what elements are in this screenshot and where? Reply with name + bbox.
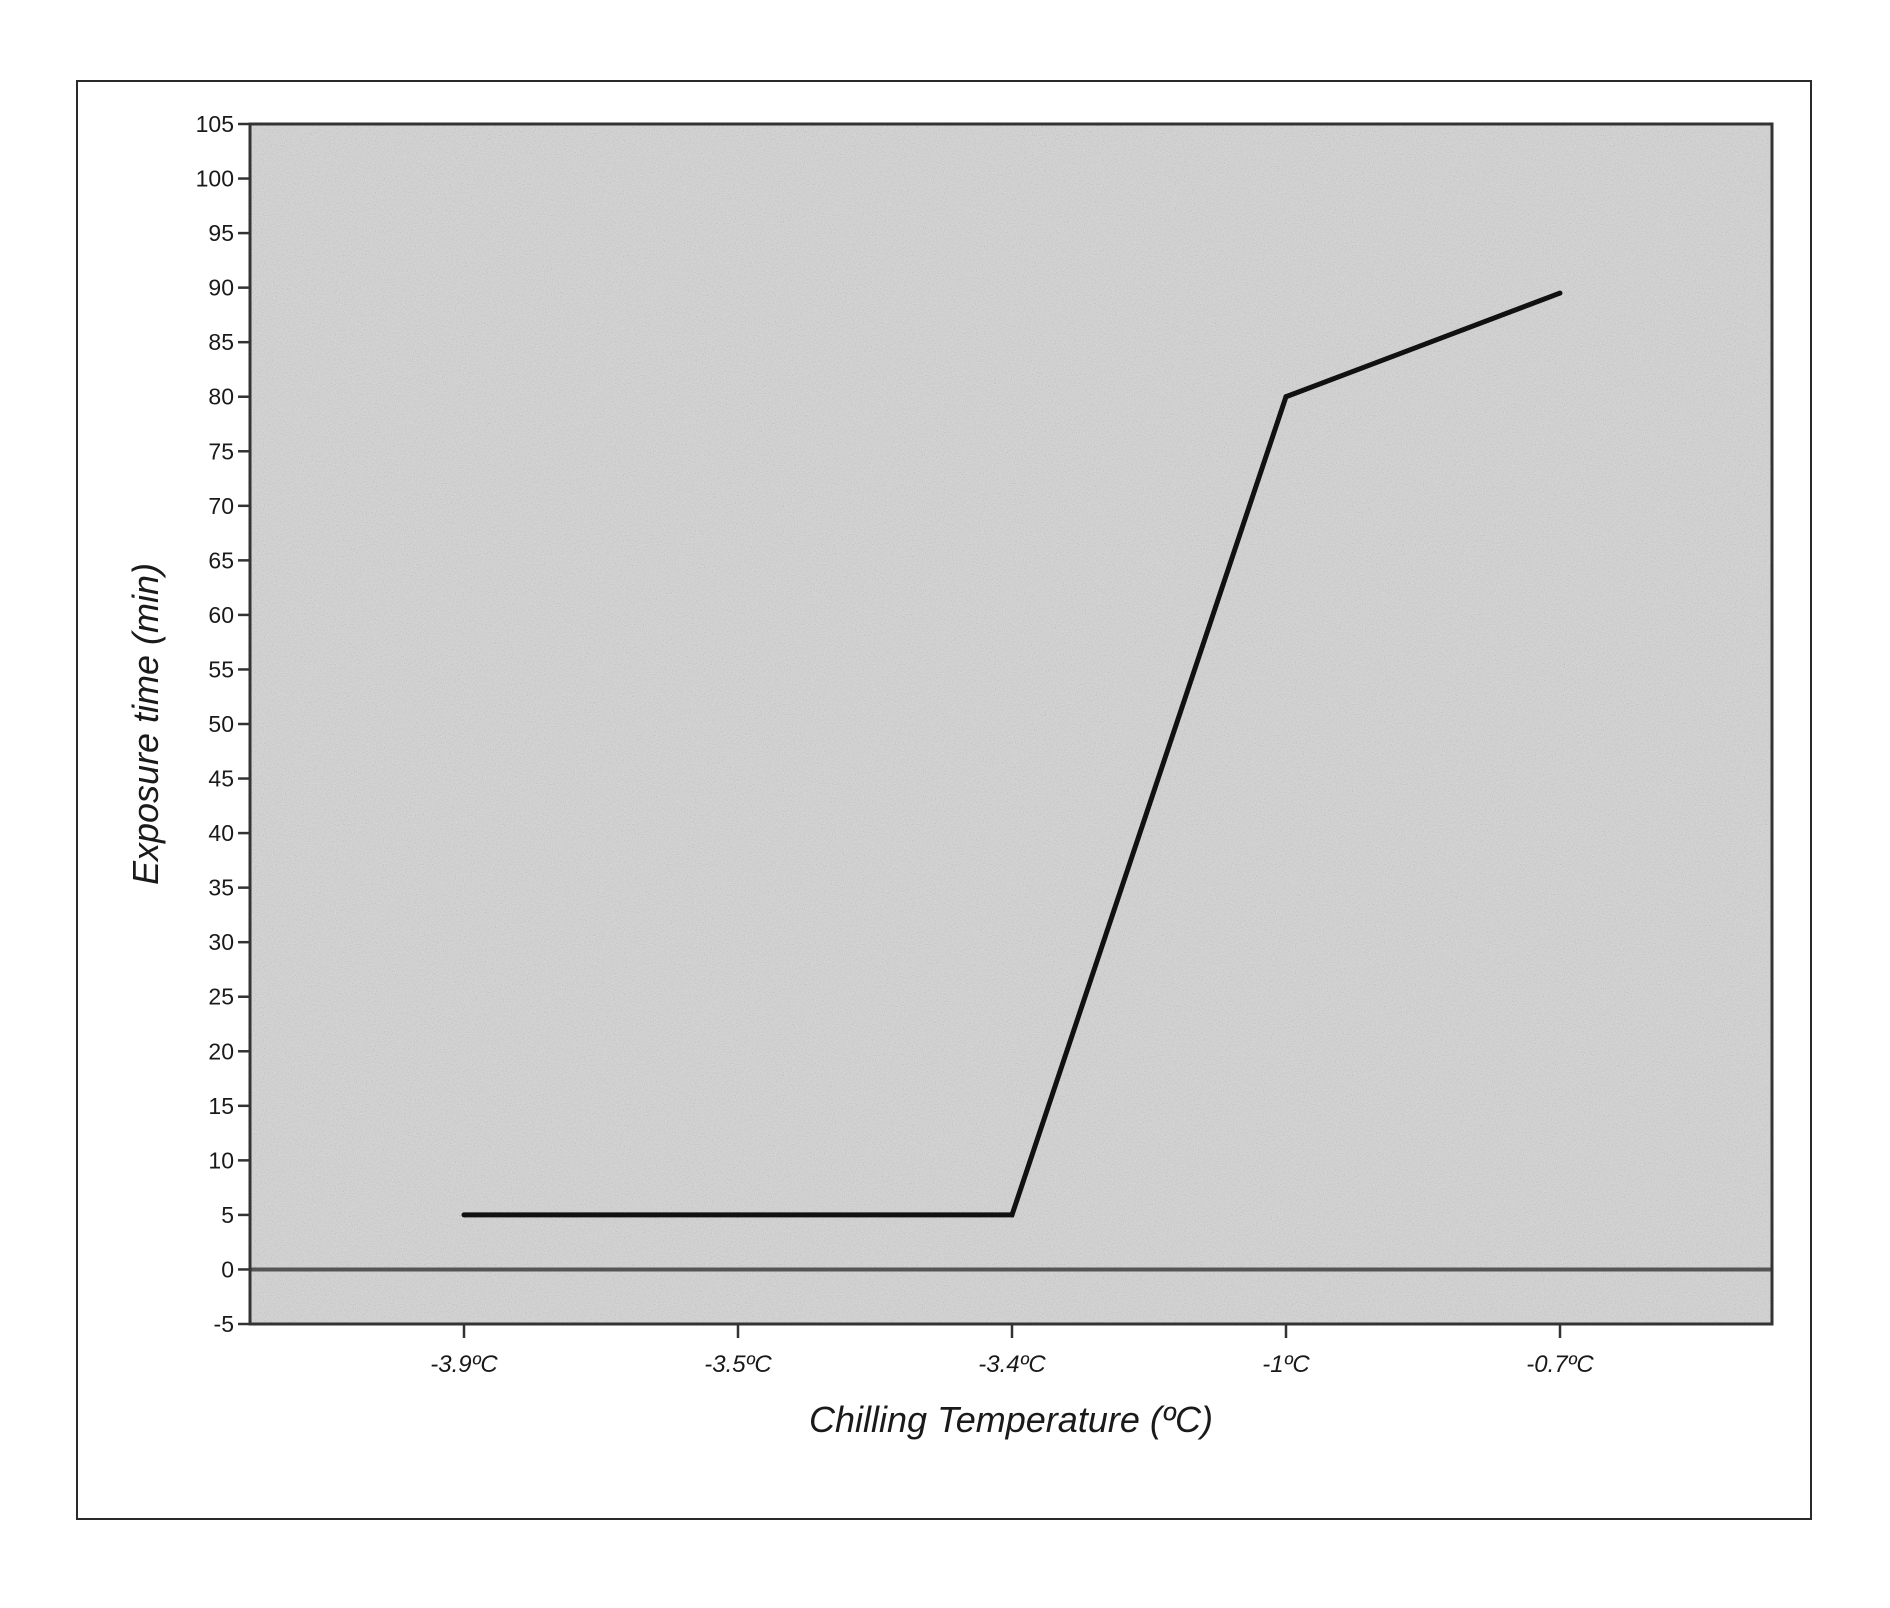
- plot-area-texture: [250, 124, 1772, 1324]
- y-tick-label: 25: [208, 984, 234, 1010]
- x-axis-title: Chilling Temperature (ºC): [809, 1399, 1213, 1440]
- y-tick-label: 55: [208, 656, 234, 682]
- data-point: [1010, 1212, 1015, 1217]
- x-tick-label: -3.4ºC: [978, 1351, 1046, 1378]
- y-tick-label: 15: [208, 1093, 234, 1119]
- y-tick-label: 95: [208, 220, 234, 246]
- y-tick-label: 20: [208, 1038, 234, 1064]
- y-tick-label: 50: [208, 711, 234, 737]
- x-tick-label: -3.9ºC: [430, 1351, 498, 1378]
- y-tick-label: 90: [208, 275, 234, 301]
- y-tick-label: 100: [196, 166, 234, 192]
- x-tick-label: -3.5ºC: [704, 1351, 772, 1378]
- y-tick-label: 60: [208, 602, 234, 628]
- y-tick-label: 105: [196, 111, 234, 137]
- y-axis-title: Exposure time (min): [125, 563, 166, 885]
- y-tick-label: 5: [221, 1202, 234, 1228]
- y-tick-label: 10: [208, 1147, 234, 1173]
- y-tick-label: 45: [208, 766, 234, 792]
- y-tick-label: -5: [214, 1311, 234, 1337]
- y-tick-label: 35: [208, 875, 234, 901]
- data-point: [1284, 394, 1289, 399]
- data-point: [462, 1212, 467, 1217]
- data-point: [1558, 291, 1563, 296]
- y-axis-ticks: -5 0 5 10 15 20 25 30 35 40 45 50 55 60 65 70 75 80 85 90 95…: [196, 111, 250, 1337]
- x-tick-label: -1ºC: [1262, 1351, 1310, 1378]
- y-tick-label: 70: [208, 493, 234, 519]
- y-tick-label: 65: [208, 547, 234, 573]
- y-tick-label: 40: [208, 820, 234, 846]
- data-point: [736, 1212, 741, 1217]
- y-tick-label: 80: [208, 384, 234, 410]
- y-tick-label: 0: [221, 1256, 234, 1282]
- y-tick-label: 75: [208, 438, 234, 464]
- x-axis-ticks: -3.9ºC -3.5ºC -3.4ºC -1ºC -0.7ºC: [430, 1324, 1594, 1378]
- x-tick-label: -0.7ºC: [1526, 1351, 1594, 1378]
- y-tick-label: 30: [208, 929, 234, 955]
- y-tick-label: 85: [208, 329, 234, 355]
